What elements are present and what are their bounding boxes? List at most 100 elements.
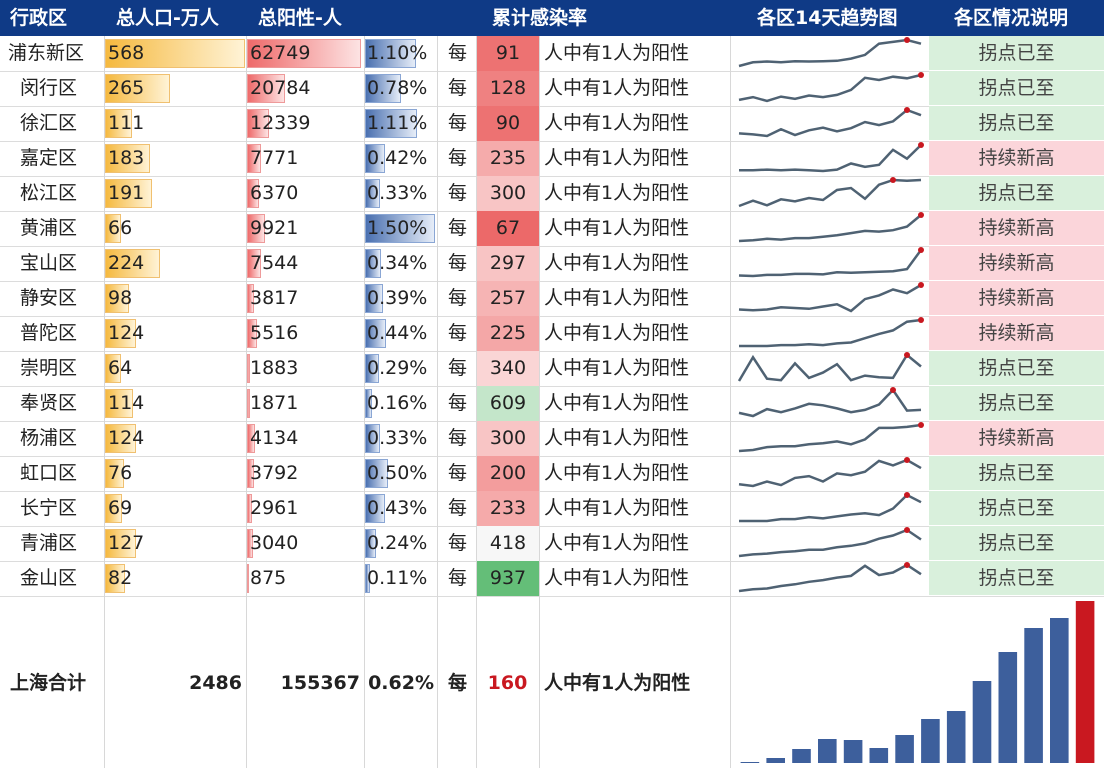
rate-n-value: 91 (495, 42, 521, 64)
rate-n-value: 90 (495, 112, 521, 134)
district-name: 浦东新区 (8, 42, 85, 64)
sparkline-peak-marker (918, 317, 924, 323)
rate-bar (365, 284, 384, 313)
trend-sparkline (738, 457, 922, 488)
sparkline-peak-marker (904, 492, 910, 498)
rate-n-cell-bg (477, 71, 539, 106)
rate-phrase: 人中有1人为阳性 (544, 532, 690, 554)
rate-n-cell-bg (477, 491, 539, 526)
rate-n-value: 300 (489, 427, 527, 449)
rate-bar (365, 564, 371, 593)
population-bar (105, 319, 136, 348)
rate-n-cell-bg (477, 36, 539, 71)
population-bar (105, 389, 134, 418)
trend-sparkline (737, 352, 922, 382)
table-row: 宝山区 224 7544 0.34% 每 297 人中有1人为阳性 持续新高 (0, 246, 1104, 282)
positive-bar (247, 529, 253, 558)
district-name: 嘉定区 (20, 147, 78, 169)
sparkline-peak-marker (918, 72, 924, 78)
population-value: 191 (108, 182, 145, 204)
positive-bar (247, 564, 249, 593)
rate-phrase: 人中有1人为阳性 (544, 392, 690, 414)
district-name: 青浦区 (20, 532, 78, 554)
column-divider (437, 36, 438, 768)
rate-n-value: 67 (495, 217, 521, 239)
every-label: 每 (448, 112, 468, 134)
column-divider (539, 36, 540, 768)
district-name: 普陀区 (20, 322, 78, 344)
rate-phrase: 人中有1人为阳性 (544, 112, 690, 134)
rate-value: 1.10% (367, 42, 428, 64)
rate-value: 0.39% (367, 287, 428, 309)
population-value: 224 (108, 252, 145, 274)
rate-value: 0.44% (367, 322, 428, 344)
population-value: 127 (108, 532, 145, 554)
rate-n-cell-bg (477, 316, 539, 351)
trend-sparkline (738, 247, 924, 278)
every-label: 每 (448, 357, 468, 379)
table-row: 徐汇区 111 12339 1.11% 每 90 人中有1人为阳性 拐点已至 (0, 106, 1104, 142)
positive-bar (247, 179, 259, 208)
positive-bar (247, 144, 262, 173)
rate-n-value: 233 (489, 497, 527, 519)
column-divider (364, 36, 365, 768)
positive-value: 5516 (250, 322, 299, 344)
rate-value: 0.78% (367, 77, 428, 99)
sparkline-peak-marker (904, 37, 910, 43)
every-label: 每 (448, 252, 468, 274)
total-bar (921, 719, 940, 763)
population-bar (105, 459, 124, 488)
population-value: 111 (108, 112, 145, 134)
population-bar (105, 39, 245, 68)
table-row: 嘉定区 183 7771 0.42% 每 235 人中有1人为阳性 持续新高 (0, 141, 1104, 177)
rate-value: 0.29% (367, 357, 428, 379)
sparkline-line (738, 458, 922, 488)
header-district: 行政区 (10, 7, 68, 29)
rate-n-value: 257 (489, 287, 527, 309)
sparkline-line (738, 423, 922, 453)
rate-value: 1.50% (367, 217, 428, 239)
status-badge: 持续新高 (929, 141, 1104, 175)
rate-n-cell-bg (477, 106, 539, 141)
rate-n-cell-bg (477, 246, 539, 281)
sparkline-peak-marker (918, 142, 924, 148)
rate-n-value: 418 (489, 532, 527, 554)
total-positive: 155367 (280, 672, 360, 694)
table-row: 崇明区 64 1883 0.29% 每 340 人中有1人为阳性 拐点已至 (0, 351, 1104, 387)
trend-sparkline (738, 527, 922, 558)
population-value: 124 (108, 427, 145, 449)
rate-n-cell-bg (477, 456, 539, 491)
rate-value: 0.11% (367, 567, 428, 589)
positive-value: 3817 (250, 287, 299, 309)
positive-bar (247, 459, 254, 488)
total-bar (843, 740, 863, 763)
population-bar (105, 494, 122, 523)
trend-sparkline (738, 37, 922, 68)
rate-bar (365, 459, 389, 488)
rate-value: 0.34% (367, 252, 428, 274)
total-bar (998, 652, 1018, 763)
rate-phrase: 人中有1人为阳性 (544, 462, 690, 484)
positive-bar (247, 424, 255, 453)
rate-phrase: 人中有1人为阳性 (544, 567, 690, 589)
positive-bar (247, 354, 251, 383)
trend-sparkline (739, 317, 924, 348)
positive-bar (247, 39, 361, 68)
rate-n-cell-bg (477, 176, 539, 211)
total-bar (869, 748, 889, 763)
district-name: 黄浦区 (20, 217, 78, 239)
sparkline-line (737, 353, 922, 382)
header-population: 总人口-万人 (116, 7, 219, 29)
every-label: 每 (448, 532, 468, 554)
sparkline-line (738, 178, 922, 208)
every-label: 每 (448, 147, 468, 169)
rate-phrase: 人中有1人为阳性 (544, 217, 690, 239)
population-value: 69 (108, 497, 133, 519)
positive-value: 3792 (250, 462, 299, 484)
rate-n-cell-bg (477, 211, 539, 246)
sparkline-line (739, 318, 922, 348)
sparkline-peak-marker (904, 527, 910, 533)
population-bar (105, 214, 122, 243)
rate-n-value: 225 (489, 322, 527, 344)
status-badge: 拐点已至 (929, 491, 1104, 525)
